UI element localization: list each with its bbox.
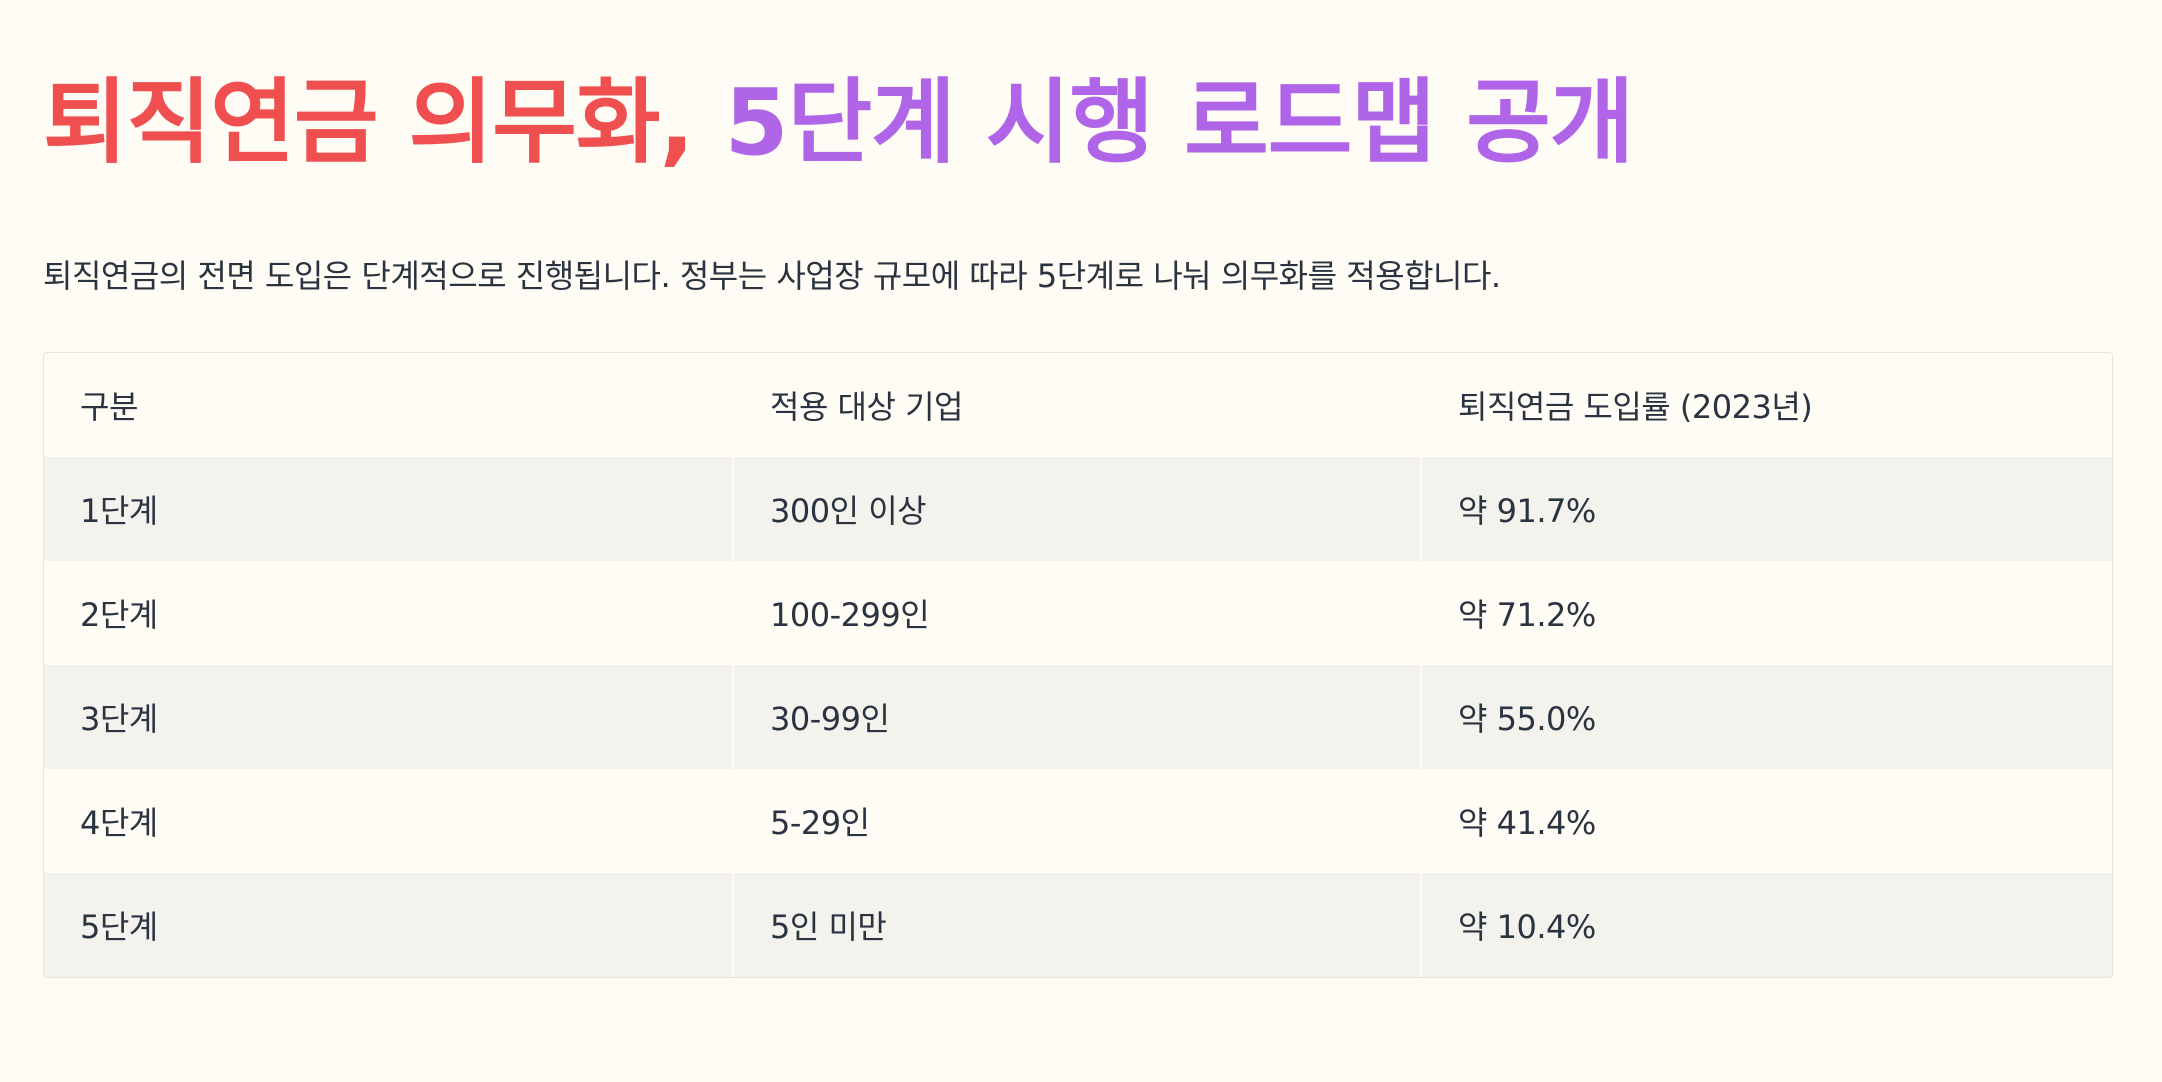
table-header-row: 구분 적용 대상 기업 퇴직연금 도입률 (2023년) (44, 353, 2112, 457)
cell-adoption-rate: 약 71.2% (1420, 561, 2112, 665)
cell-stage: 2단계 (44, 561, 733, 665)
title-part-highlight-red: 퇴직연금 의무화, (43, 69, 694, 176)
cell-adoption-rate: 약 41.4% (1420, 769, 2112, 873)
cell-target-companies: 30-99인 (732, 665, 1421, 769)
roadmap-table-container: 구분 적용 대상 기업 퇴직연금 도입률 (2023년) 1단계 300인 이상… (43, 352, 2113, 978)
title-part-highlight-purple: 5단계 시행 로드맵 공개 (724, 69, 1635, 176)
cell-stage: 5단계 (44, 873, 733, 977)
page-title: 퇴직연금 의무화, 5단계 시행 로드맵 공개 (43, 69, 1635, 176)
intro-paragraph: 퇴직연금의 전면 도입은 단계적으로 진행됩니다. 정부는 사업장 규모에 따라… (43, 257, 1501, 295)
table-row: 1단계 300인 이상 약 91.7% (44, 457, 2112, 561)
table-row: 4단계 5-29인 약 41.4% (44, 769, 2112, 873)
cell-target-companies: 5-29인 (732, 769, 1421, 873)
table-body: 1단계 300인 이상 약 91.7% 2단계 100-299인 약 71.2%… (44, 457, 2112, 977)
cell-stage: 4단계 (44, 769, 733, 873)
cell-adoption-rate: 약 55.0% (1420, 665, 2112, 769)
cell-target-companies: 100-299인 (732, 561, 1421, 665)
cell-target-companies: 5인 미만 (732, 873, 1421, 977)
header-target-companies: 적용 대상 기업 (732, 353, 1421, 457)
cell-stage: 3단계 (44, 665, 733, 769)
cell-target-companies: 300인 이상 (732, 457, 1421, 561)
table-header: 구분 적용 대상 기업 퇴직연금 도입률 (2023년) (44, 353, 2112, 457)
roadmap-table: 구분 적용 대상 기업 퇴직연금 도입률 (2023년) 1단계 300인 이상… (44, 353, 2112, 977)
header-stage: 구분 (44, 353, 733, 457)
table-row: 2단계 100-299인 약 71.2% (44, 561, 2112, 665)
header-adoption-rate: 퇴직연금 도입률 (2023년) (1420, 353, 2112, 457)
cell-stage: 1단계 (44, 457, 733, 561)
table-row: 5단계 5인 미만 약 10.4% (44, 873, 2112, 977)
cell-adoption-rate: 약 10.4% (1420, 873, 2112, 977)
table-row: 3단계 30-99인 약 55.0% (44, 665, 2112, 769)
cell-adoption-rate: 약 91.7% (1420, 457, 2112, 561)
